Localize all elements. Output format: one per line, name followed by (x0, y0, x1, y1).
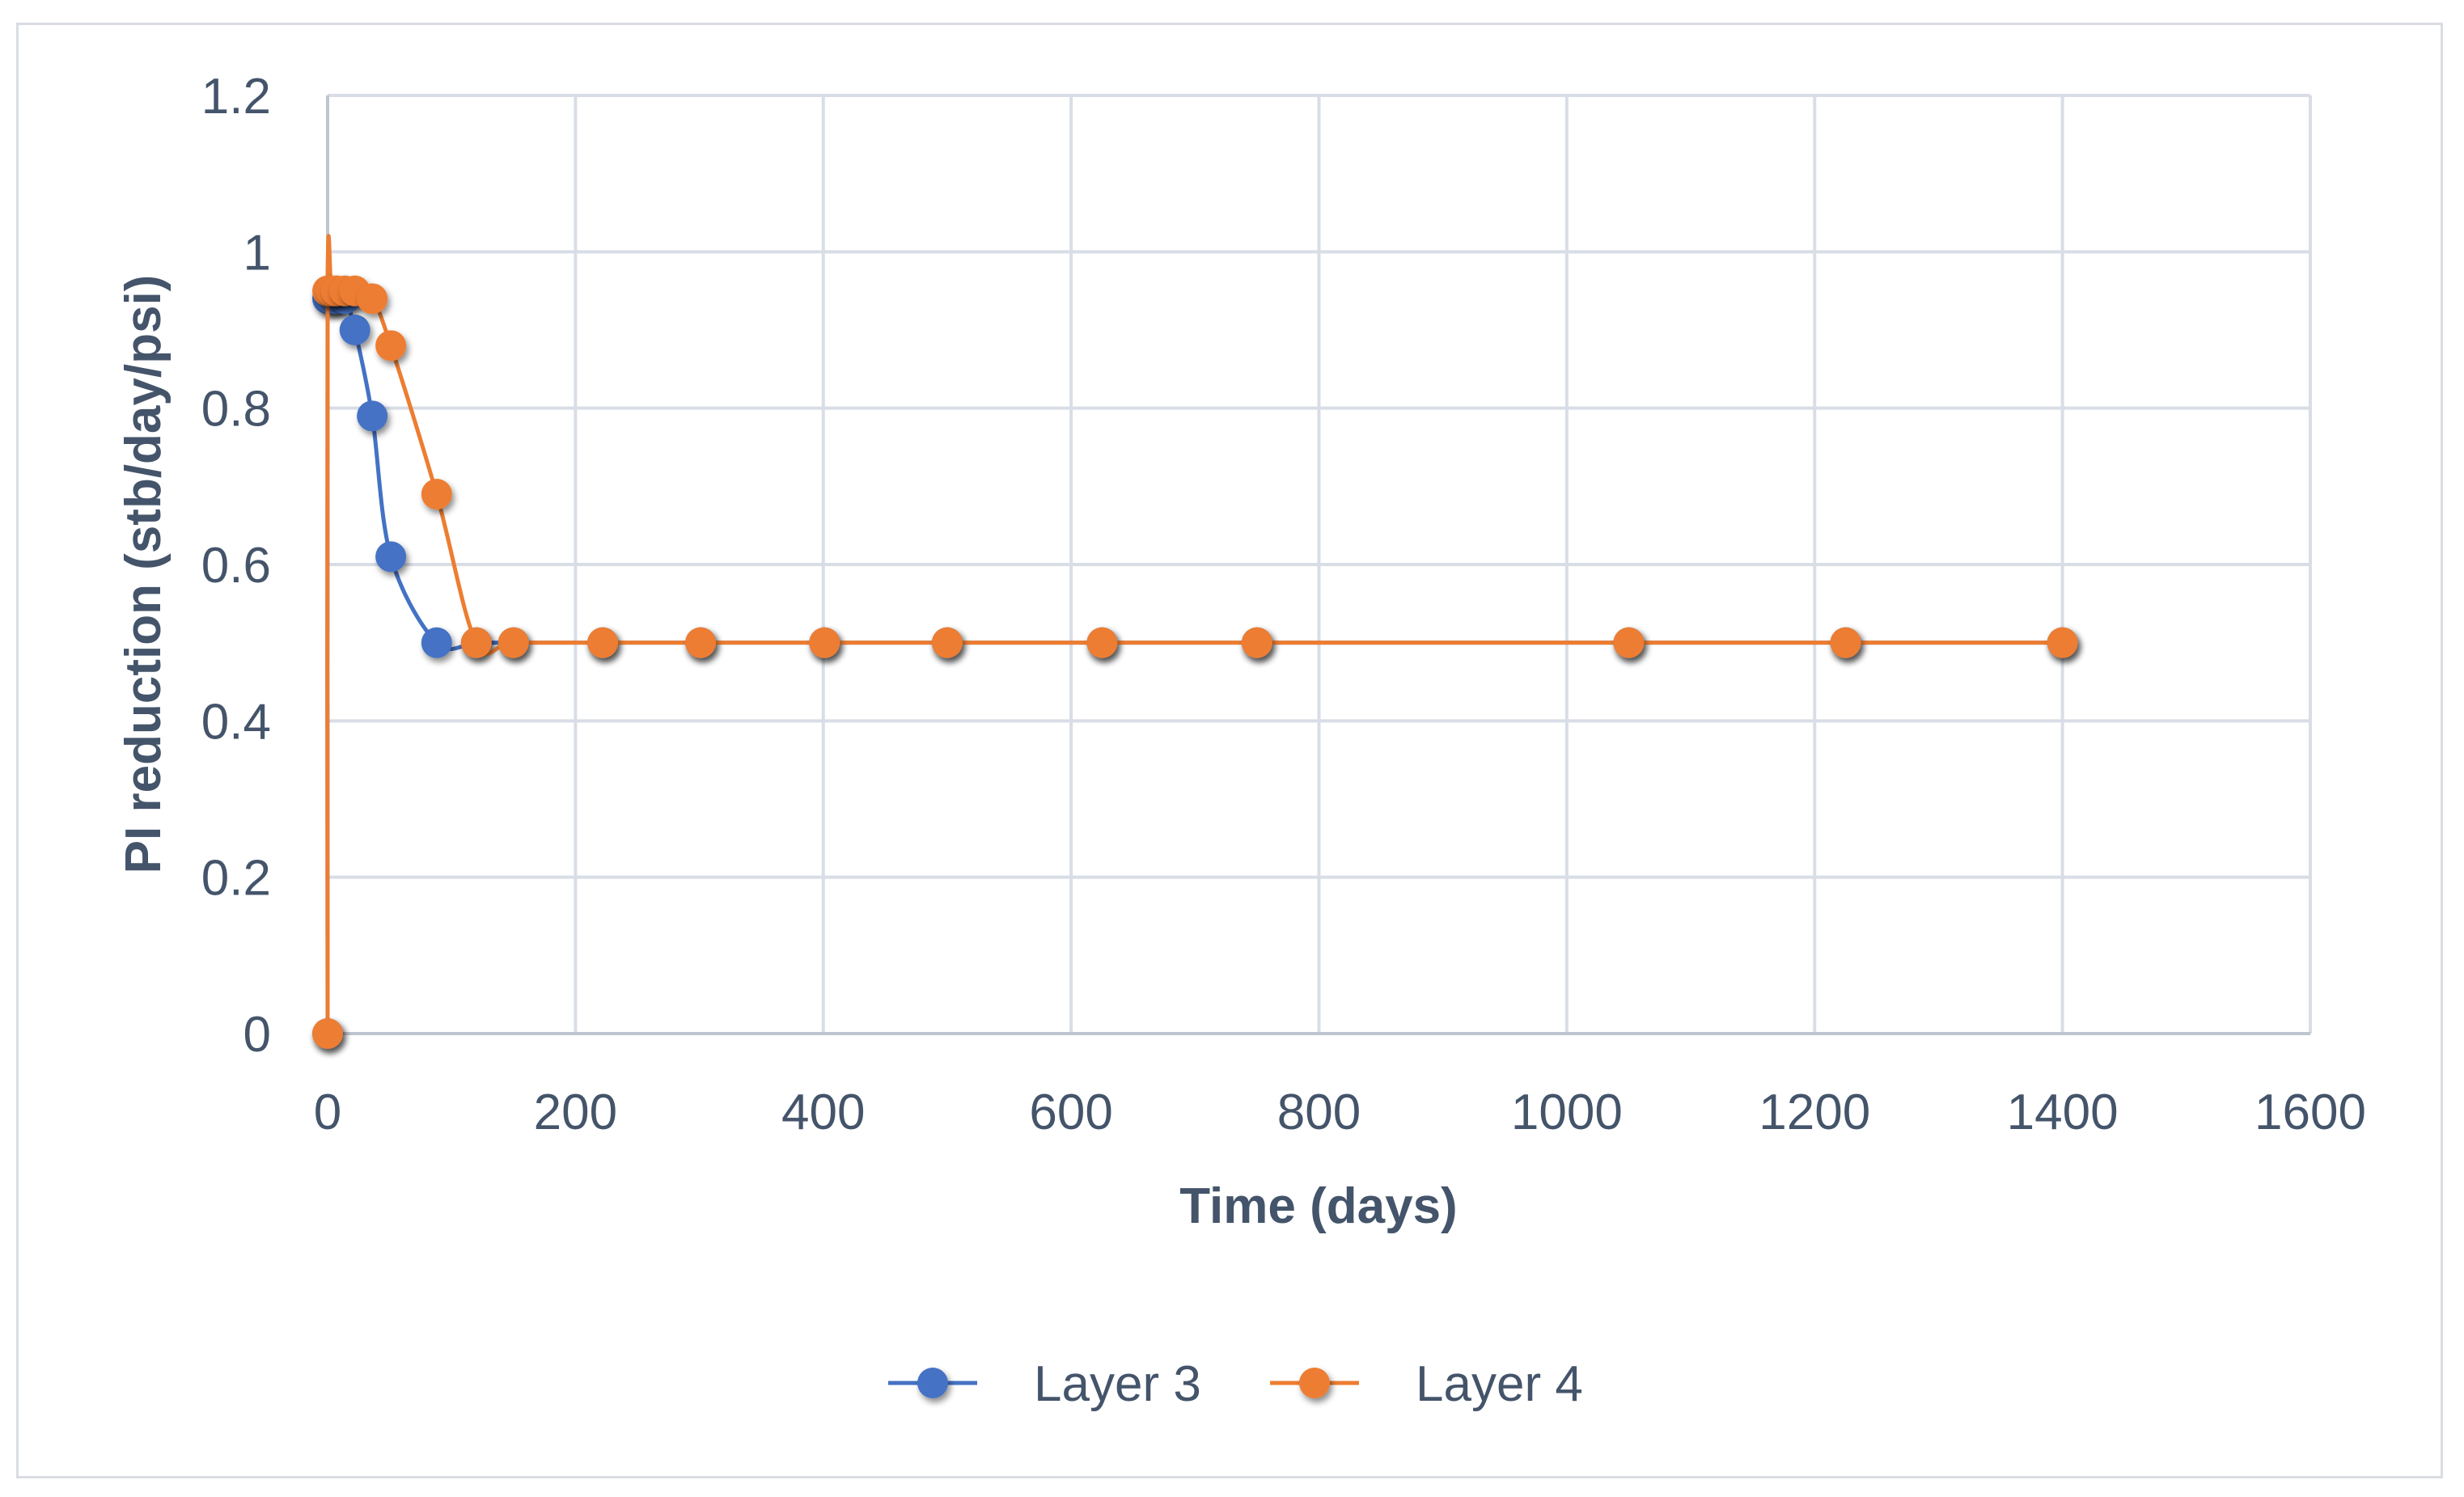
series-line (325, 234, 2063, 1034)
x-tick-label: 1000 (1511, 1085, 1623, 1140)
y-tick-label: 0.8 (201, 382, 271, 438)
legend-label: Layer 3 (1034, 1356, 1201, 1412)
x-tick-label: 400 (781, 1085, 865, 1140)
data-point (421, 479, 452, 510)
y-tick-label: 0 (243, 1007, 271, 1063)
data-point (339, 315, 370, 345)
y-axis-title: PI reduction (stb/day/psi) (116, 275, 171, 874)
x-tick-label: 200 (534, 1085, 617, 1140)
data-point (587, 627, 619, 658)
legend-label: Layer 4 (1416, 1356, 1583, 1412)
x-tick-label: 1600 (2254, 1085, 2366, 1140)
data-point (809, 627, 840, 658)
series-line (325, 242, 2063, 1034)
x-tick-label: 0 (314, 1085, 341, 1140)
data-point (357, 400, 388, 432)
data-point (357, 283, 388, 315)
data-point (460, 627, 492, 658)
data-point (375, 541, 407, 573)
x-tick-label: 1400 (2007, 1085, 2119, 1140)
x-tick-label: 600 (1029, 1085, 1112, 1140)
x-tick-label: 1200 (1759, 1085, 1870, 1140)
series-layer-3 (312, 242, 2078, 1049)
data-point (1241, 627, 1272, 658)
data-point (2047, 627, 2078, 658)
y-tick-label: 0.6 (201, 538, 271, 594)
data-point (421, 627, 452, 658)
legend-swatch-marker (1299, 1368, 1330, 1398)
x-tick-label: 800 (1277, 1085, 1361, 1140)
y-tick-label: 1 (243, 225, 271, 281)
chart-frame (16, 23, 2443, 1478)
series-layer-4 (312, 234, 2078, 1049)
y-tick-label: 0.2 (201, 851, 271, 907)
tick-labels: 0 200 400 600 800 1000 1200 1400 1600 0 0.2 0.4 0.6 0… (201, 69, 2366, 1140)
x-axis-title: Time (days) (1179, 1178, 1457, 1234)
data-point (931, 627, 963, 658)
gridlines (328, 94, 2312, 1034)
legend-item: Layer 4 (1270, 1356, 1583, 1412)
y-tick-label: 0.4 (201, 694, 271, 750)
data-point (375, 330, 407, 362)
series-group (312, 234, 2078, 1049)
data-point (1613, 627, 1645, 658)
data-point (312, 1018, 343, 1049)
data-point (1086, 627, 1118, 658)
data-point (1830, 627, 1861, 658)
y-tick-label: 1.2 (201, 69, 271, 125)
data-point (685, 627, 717, 658)
legend: Layer 3 Layer 4 (888, 1356, 1583, 1412)
data-point (497, 627, 529, 658)
legend-item: Layer 3 (888, 1356, 1201, 1412)
legend-swatch-marker (917, 1368, 948, 1398)
